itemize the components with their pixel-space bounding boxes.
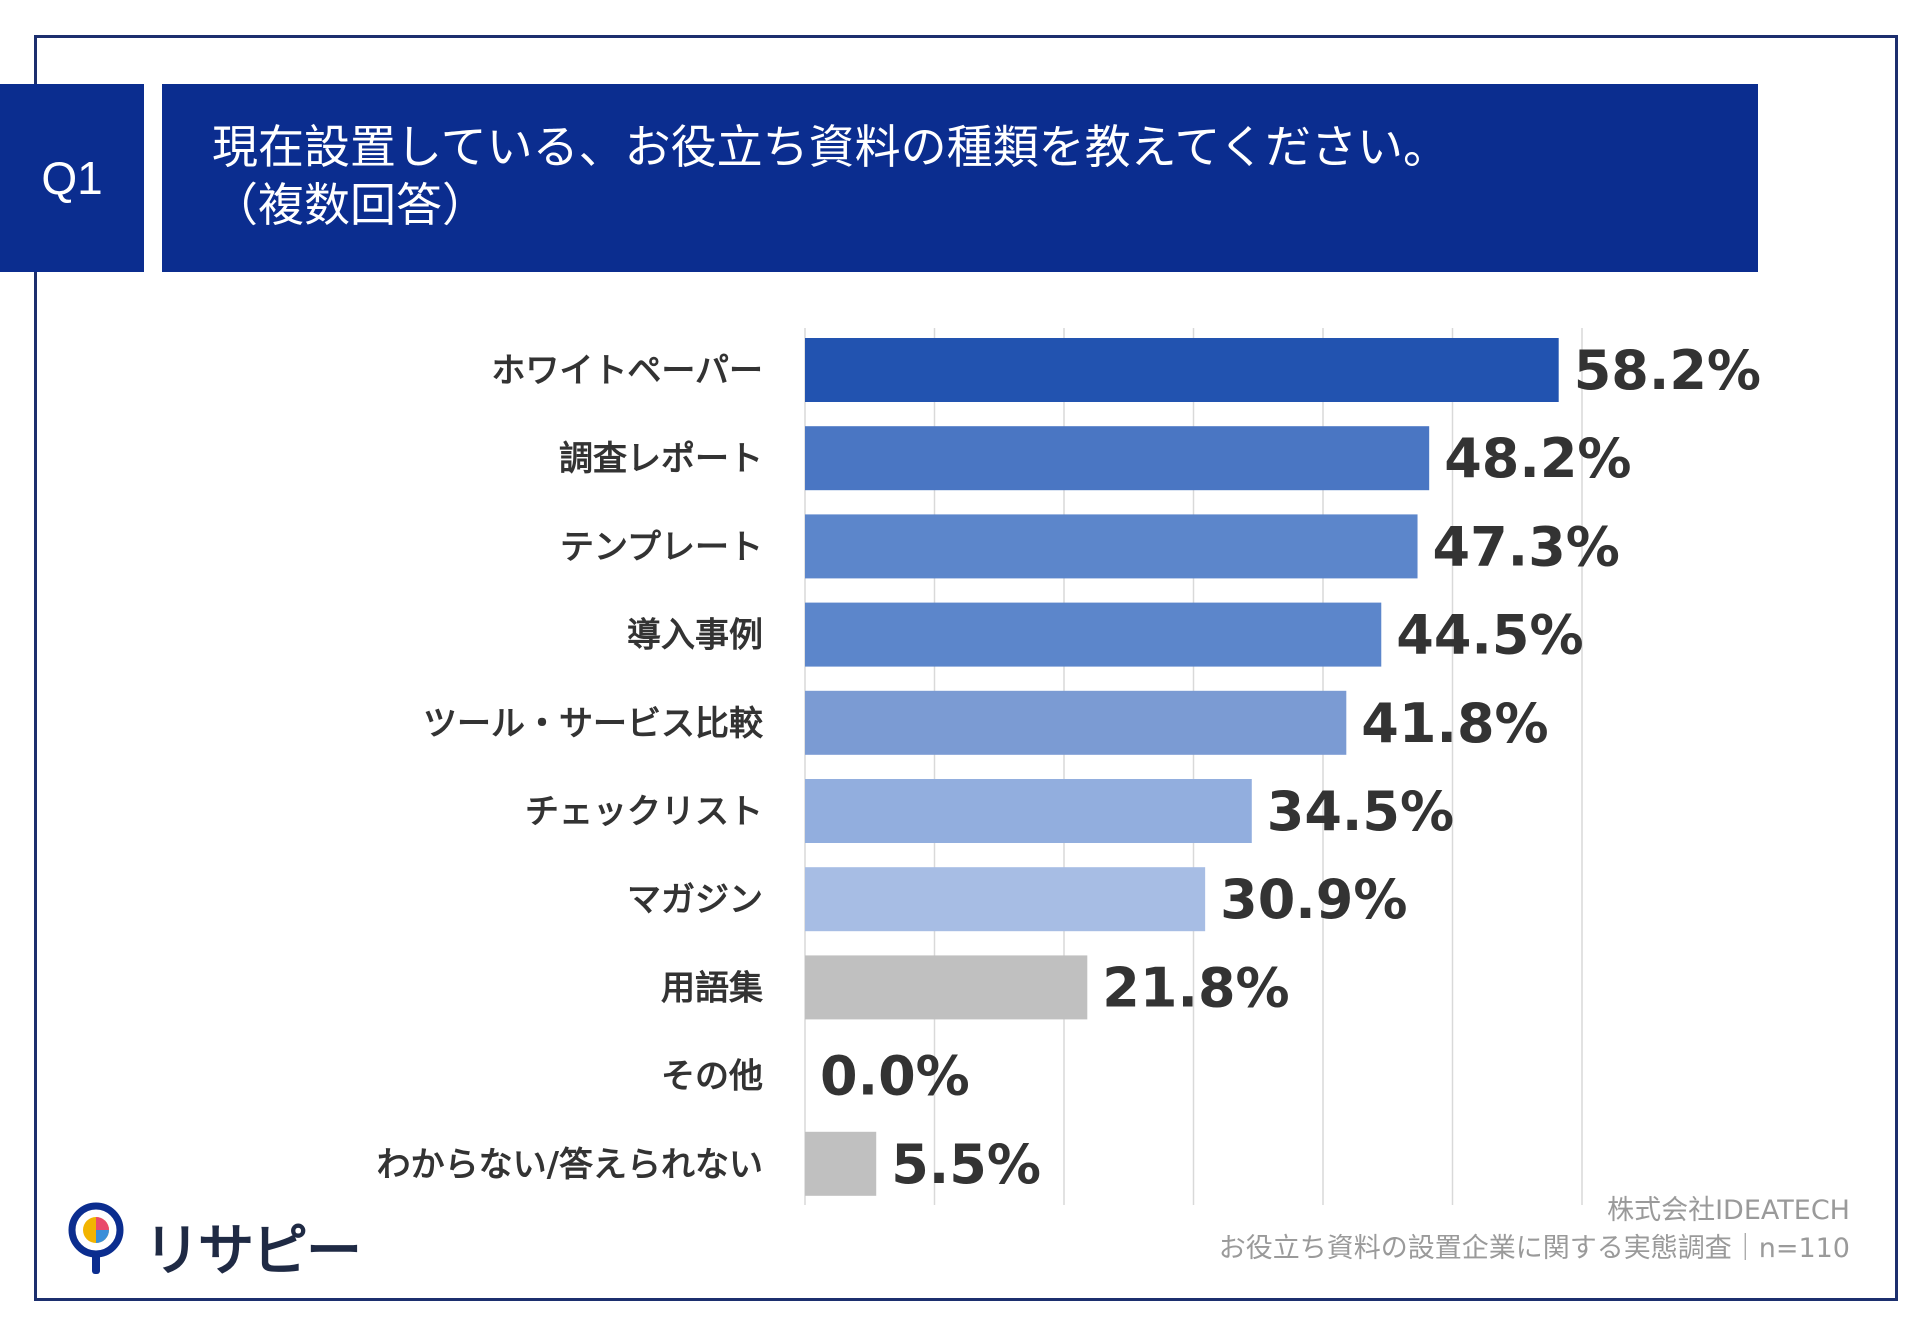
value-label-2: 47.3% <box>1433 515 1620 578</box>
category-label-9: わからない/答えられない <box>377 1145 763 1185</box>
category-label-4: ツール・サービス比較 <box>423 704 764 744</box>
bar-0 <box>805 338 1559 402</box>
value-label-7: 21.8% <box>1102 956 1289 1019</box>
value-label-9: 5.5% <box>891 1133 1041 1196</box>
category-label-7: 用語集 <box>661 968 763 1008</box>
risapy-logo: リサピー <box>68 1202 362 1284</box>
value-label-6: 30.9% <box>1220 868 1407 931</box>
question-title-line1: 現在設置している、お役立ち資料の種類を教えてください。 <box>212 120 1449 174</box>
bar-4 <box>805 690 1347 755</box>
question-title: 現在設置している、お役立ち資料の種類を教えてください。 （複数回答） <box>162 84 1758 272</box>
category-label-5: チェックリスト <box>525 792 763 832</box>
category-label-0: ホワイトペーパー <box>491 351 763 391</box>
category-label-6: マガジン <box>627 880 763 920</box>
category-label-3: 導入事例 <box>627 616 763 656</box>
bar-9 <box>805 1131 877 1196</box>
footer-company: 株式会社IDEATECH <box>1607 1195 1850 1226</box>
category-label-1: 調査レポート <box>559 439 763 479</box>
question-title-line2: （複数回答） <box>212 178 488 232</box>
category-label-2: テンプレート <box>560 527 763 567</box>
bar-2 <box>805 514 1418 579</box>
bar-3 <box>805 602 1382 667</box>
value-label-4: 41.8% <box>1361 692 1548 755</box>
value-label-0: 58.2% <box>1574 339 1761 402</box>
bar-5 <box>805 779 1252 843</box>
risapy-logo-text: リサピー <box>144 1219 362 1284</box>
value-label-5: 34.5% <box>1267 780 1454 843</box>
bar-6 <box>805 867 1206 932</box>
value-label-3: 44.5% <box>1396 604 1583 667</box>
question-number: Q1 <box>0 84 144 272</box>
category-label-8: その他 <box>661 1057 763 1097</box>
value-label-1: 48.2% <box>1444 427 1631 490</box>
value-label-8: 0.0% <box>820 1045 970 1108</box>
bar-7 <box>805 955 1088 1020</box>
outer-frame <box>34 35 1898 1301</box>
bar-1 <box>805 426 1430 491</box>
risapy-logo-icon <box>68 1202 124 1274</box>
footer-survey: お役立ち資料の設置企業に関する実態調査｜n=110 <box>1218 1233 1850 1264</box>
footer-source: 株式会社IDEATECH お役立ち資料の設置企業に関する実態調査｜n=110 <box>1219 1192 1850 1268</box>
